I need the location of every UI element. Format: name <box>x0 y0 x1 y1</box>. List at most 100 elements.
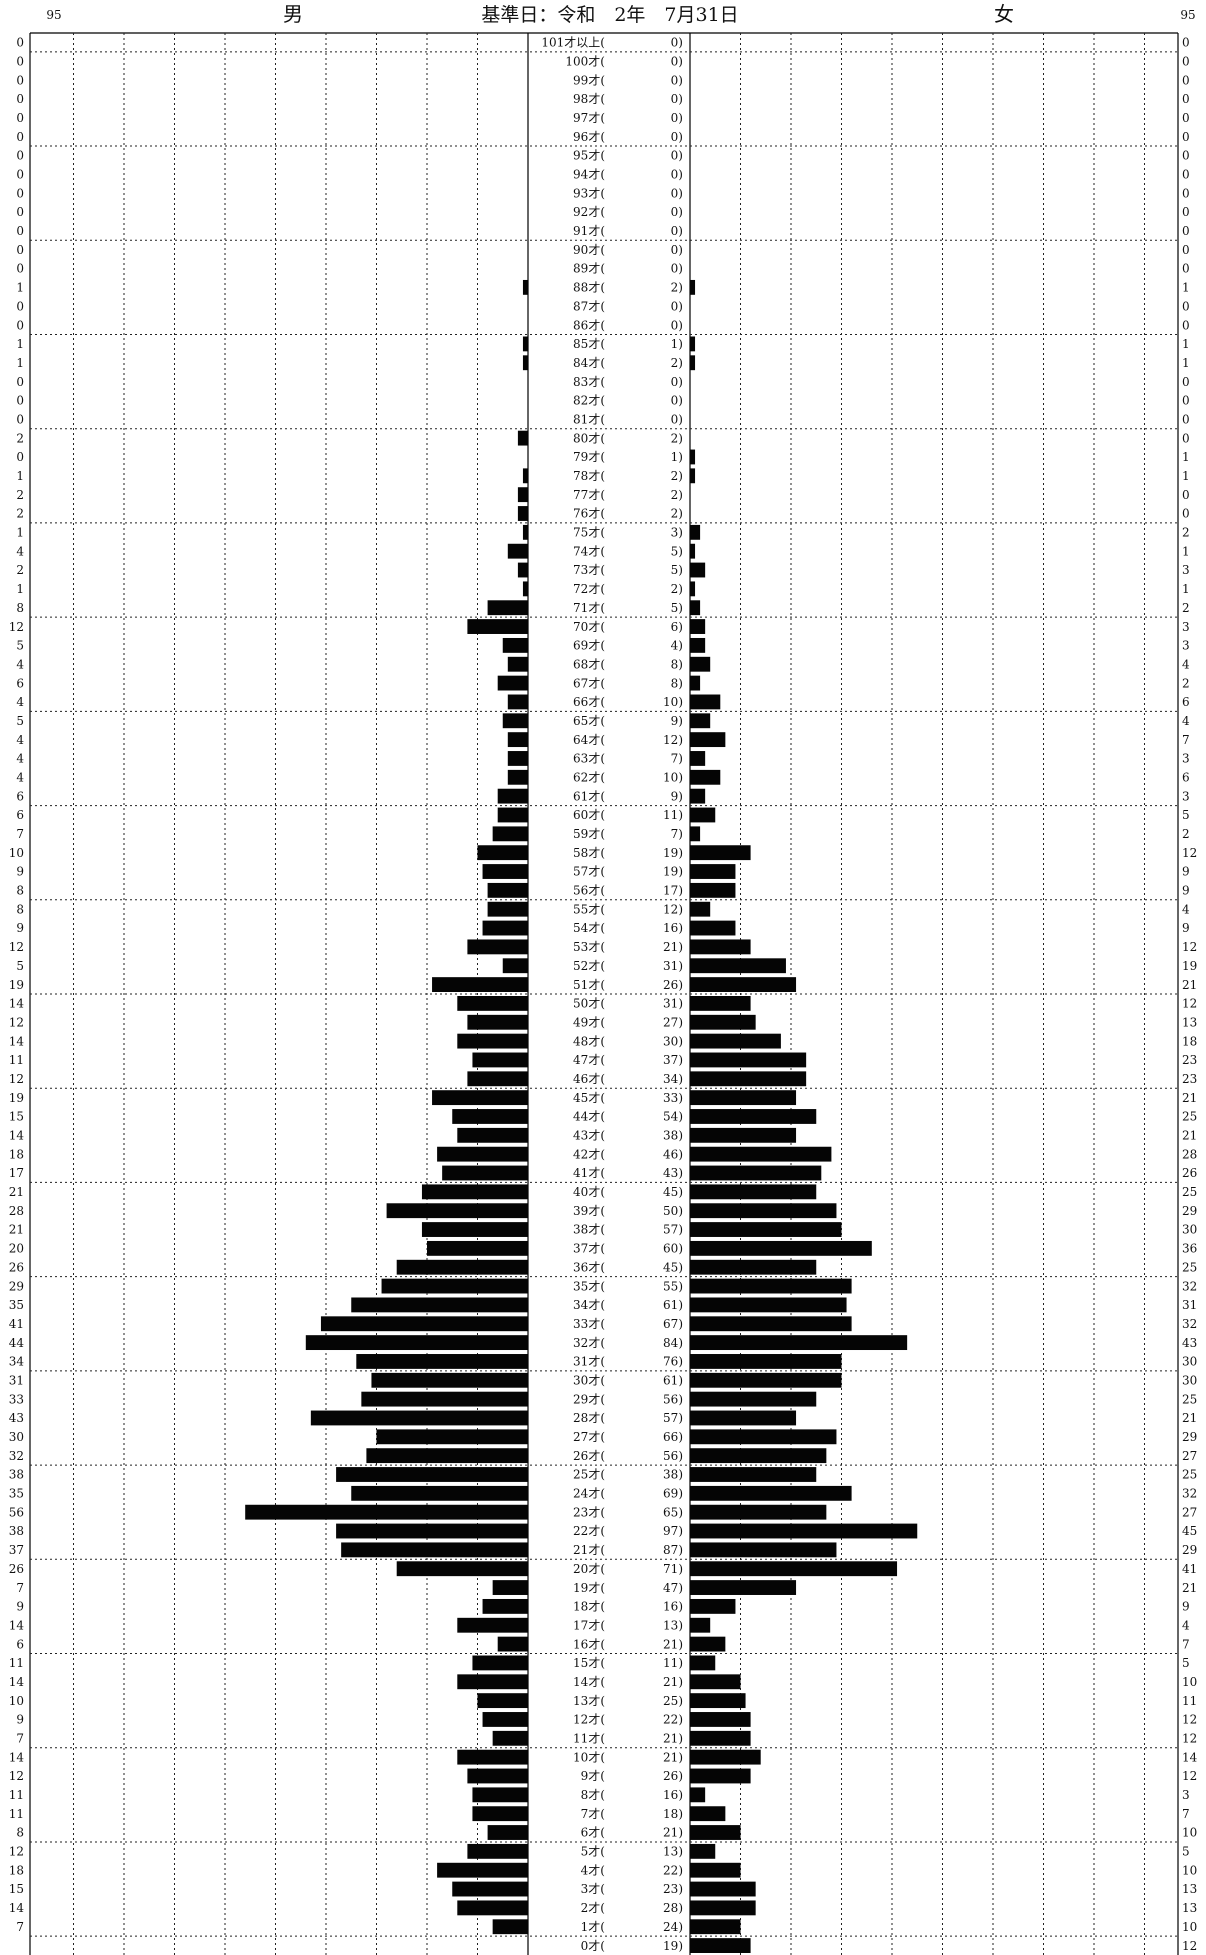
age-category-label: 5才( <box>581 1845 605 1859</box>
male-value-label: 14 <box>9 1750 25 1764</box>
total-value-label: 69) <box>663 1487 683 1501</box>
male-value-label: 43 <box>9 1411 24 1425</box>
age-category-label: 100才( <box>565 54 605 68</box>
male-value-label: 9 <box>16 921 24 935</box>
bar-male <box>427 1240 528 1256</box>
total-value-label: 24) <box>663 1920 683 1934</box>
male-value-label: 7 <box>16 827 24 841</box>
bar-female <box>690 1636 726 1652</box>
male-value-label: 6 <box>16 808 24 822</box>
total-value-label: 0) <box>671 262 683 276</box>
female-value-label: 1 <box>1182 450 1190 464</box>
male-value-label: 6 <box>16 1637 24 1651</box>
bar-male <box>492 1580 528 1595</box>
bar-male <box>320 1316 528 1332</box>
bar-male <box>497 1636 528 1652</box>
bar-female <box>690 1617 711 1633</box>
age-category-label: 43才( <box>573 1129 605 1143</box>
female-value-label: 27 <box>1182 1505 1197 1519</box>
age-category-label: 44才( <box>573 1110 605 1124</box>
bar-female <box>690 1881 756 1897</box>
total-value-label: 21) <box>663 1637 683 1651</box>
age-category-label: 31才( <box>573 1355 605 1369</box>
male-value-label: 35 <box>9 1487 24 1501</box>
age-category-label: 73才( <box>573 563 605 577</box>
male-value-label: 33 <box>9 1392 24 1406</box>
bar-female <box>690 958 786 974</box>
bar-female <box>690 1862 741 1878</box>
total-value-label: 7) <box>671 752 683 766</box>
bar-female <box>690 1184 817 1200</box>
male-value-label: 1 <box>16 526 24 540</box>
bar-female <box>690 1467 817 1482</box>
age-category-label: 91才( <box>573 224 605 238</box>
age-category-label: 86才( <box>573 318 605 332</box>
female-value-label: 41 <box>1182 1562 1197 1576</box>
bar-female <box>690 713 711 729</box>
male-value-label: 12 <box>9 620 24 634</box>
female-value-label: 23 <box>1182 1053 1197 1067</box>
bar-male <box>522 581 528 597</box>
male-value-label: 4 <box>16 695 24 709</box>
male-value-label: 41 <box>9 1317 24 1331</box>
total-value-label: 19) <box>663 865 683 879</box>
female-value-label: 2 <box>1182 526 1190 540</box>
female-value-label: 3 <box>1182 1788 1190 1802</box>
male-value-label: 11 <box>9 1656 24 1670</box>
female-value-label: 21 <box>1182 978 1197 992</box>
male-value-label: 2 <box>16 507 24 521</box>
total-value-label: 33) <box>663 1091 683 1105</box>
total-value-label: 5) <box>671 563 683 577</box>
bar-female <box>690 751 706 766</box>
total-value-label: 9) <box>671 789 683 803</box>
age-category-label: 6才( <box>581 1826 605 1840</box>
age-category-label: 41才( <box>573 1166 605 1180</box>
age-category-label: 39才( <box>573 1204 605 1218</box>
female-value-label: 13 <box>1182 1882 1197 1896</box>
total-value-label: 13) <box>663 1618 683 1632</box>
bar-male <box>336 1467 528 1482</box>
age-category-label: 10才( <box>573 1750 605 1764</box>
age-category-label: 96才( <box>573 130 605 144</box>
bar-male <box>507 751 528 766</box>
total-value-label: 10) <box>663 695 683 709</box>
bar-male <box>507 656 528 672</box>
total-value-label: 8) <box>671 657 683 671</box>
male-value-label: 4 <box>16 657 24 671</box>
female-value-label: 0 <box>1182 130 1190 144</box>
bar-female <box>690 1146 832 1162</box>
total-value-label: 2) <box>671 281 683 295</box>
total-value-label: 0) <box>671 205 683 219</box>
bar-male <box>507 694 528 710</box>
female-value-label: 0 <box>1182 224 1190 238</box>
total-value-label: 18) <box>663 1807 683 1821</box>
total-value-label: 17) <box>663 884 683 898</box>
bar-male <box>381 1278 528 1294</box>
female-value-label: 32 <box>1182 1317 1197 1331</box>
age-category-label: 78才( <box>573 469 605 483</box>
female-value-label: 12 <box>1182 997 1197 1011</box>
male-value-label: 4 <box>16 544 24 558</box>
bar-female <box>690 1127 797 1143</box>
female-value-label: 21 <box>1182 1091 1197 1105</box>
female-value-label: 26 <box>1182 1166 1197 1180</box>
bar-male <box>472 1052 528 1068</box>
female-value-label: 3 <box>1182 620 1190 634</box>
age-category-label: 94才( <box>573 168 605 182</box>
bar-female <box>690 1297 847 1313</box>
age-category-label: 68才( <box>573 657 605 671</box>
bar-female <box>690 1561 898 1577</box>
bar-male <box>376 1429 528 1445</box>
total-value-label: 8) <box>671 676 683 690</box>
bar-female <box>690 1712 751 1727</box>
total-value-label: 0) <box>671 299 683 313</box>
bar-male <box>467 619 528 634</box>
female-value-label: 12 <box>1182 940 1197 954</box>
male-value-label: 32 <box>9 1449 24 1463</box>
age-category-label: 40才( <box>573 1185 605 1199</box>
male-value-label: 8 <box>16 902 24 916</box>
bar-male <box>507 732 528 748</box>
male-value-label: 6 <box>16 789 24 803</box>
bar-female <box>690 1316 852 1332</box>
age-category-label: 62才( <box>573 771 605 785</box>
